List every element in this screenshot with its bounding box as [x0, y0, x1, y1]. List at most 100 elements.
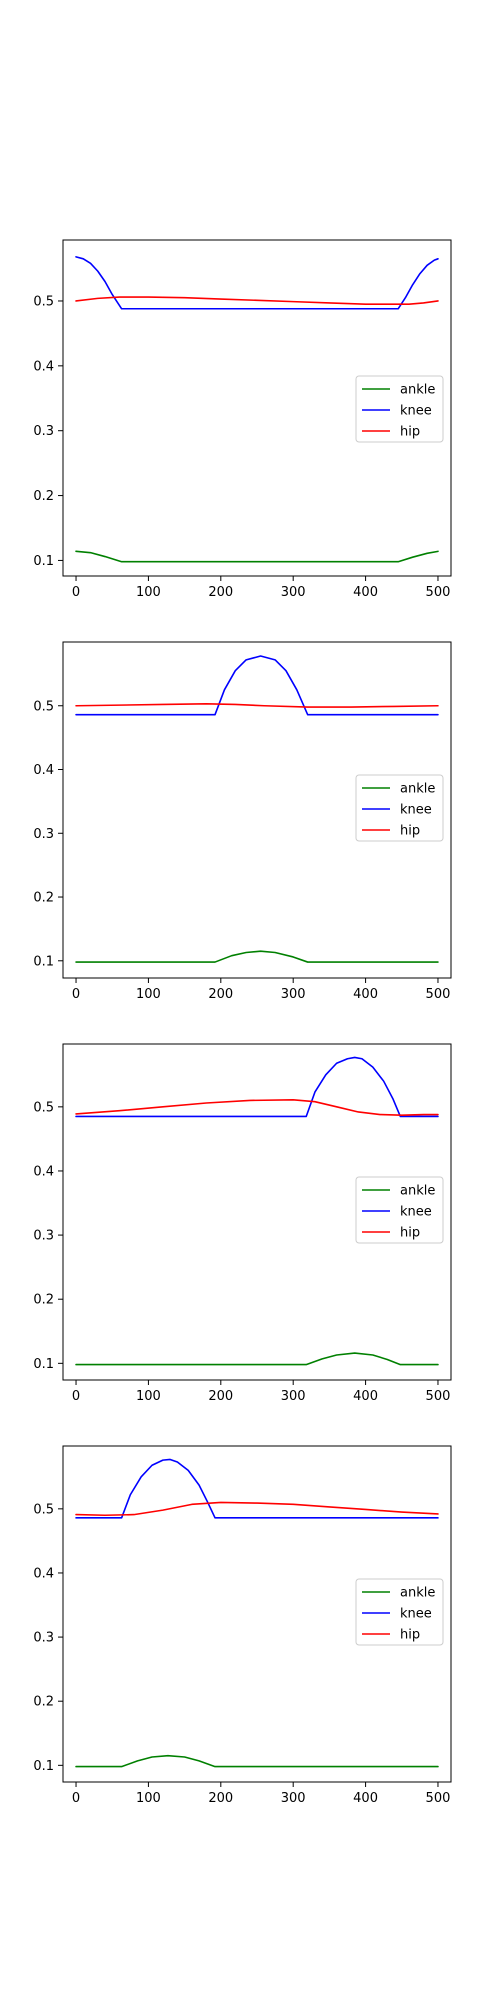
x-tick-label: 100 [136, 987, 161, 1002]
y-tick-label: 0.3 [33, 1631, 54, 1646]
legend: ankle knee hip [355, 1176, 444, 1244]
y-tick-label: 0.3 [33, 827, 54, 842]
legend-entry-hip: hip [362, 824, 420, 839]
x-tick-label: 400 [353, 585, 378, 600]
x-tick-label: 0 [72, 1791, 80, 1806]
y-tick-label: 0.3 [33, 424, 54, 439]
legend-entry-ankle: ankle [362, 1586, 435, 1601]
x-tick-label: 200 [208, 987, 233, 1002]
plot-lines [75, 256, 439, 563]
y-tick-label: 0.4 [33, 359, 54, 374]
legend-label-ankle: ankle [400, 782, 435, 797]
plot-lines [75, 1056, 439, 1366]
subplot-3: 0 100 200 300 400 500 0.1 0.2 0.3 0.4 0.5 ankle kn… [33, 1043, 452, 1404]
series-line-knee [75, 1458, 439, 1519]
x-tick-label: 200 [208, 1791, 233, 1806]
y-tick-label: 0.5 [33, 699, 54, 714]
y-tick-label: 0.5 [33, 294, 54, 309]
axes: 0 100 200 300 400 500 0.1 0.2 0.3 0.4 0.5 [33, 699, 450, 1002]
legend-entry-hip: hip [362, 1226, 420, 1241]
series-line-knee [75, 1056, 439, 1118]
y-tick-label: 0.1 [33, 1357, 54, 1372]
legend-label-hip: hip [400, 1628, 420, 1643]
axes: 0 100 200 300 400 500 0.1 0.2 0.3 0.4 0.5 [33, 1502, 450, 1806]
x-tick-label: 500 [426, 1791, 451, 1806]
series-line-ankle [75, 1754, 439, 1768]
y-tick-label: 0.4 [33, 763, 54, 778]
series-line-hip [75, 1098, 439, 1116]
series-line-ankle [75, 1352, 439, 1366]
x-tick-label: 100 [136, 1389, 161, 1404]
plot-frame [62, 641, 452, 979]
plot-frame [62, 1445, 452, 1783]
x-tick-label: 0 [72, 987, 80, 1002]
series-line-ankle [75, 550, 439, 563]
series-line-hip [75, 1501, 439, 1517]
legend-entry-ankle: ankle [362, 383, 435, 398]
legend: ankle knee hip [355, 375, 444, 443]
y-tick-label: 0.4 [33, 1164, 54, 1179]
axes: 0 100 200 300 400 500 0.1 0.2 0.3 0.4 0.5 [33, 294, 450, 600]
series-line-hip [75, 296, 439, 306]
legend: ankle knee hip [355, 1578, 444, 1646]
legend-label-knee: knee [400, 1607, 432, 1622]
legend-label-hip: hip [400, 1226, 420, 1241]
subplot-4: 0 100 200 300 400 500 0.1 0.2 0.3 0.4 0.5 ankle kn… [33, 1445, 452, 1806]
x-tick-label: 400 [353, 1389, 378, 1404]
legend-entry-hip: hip [362, 425, 420, 440]
plot-lines [75, 655, 439, 963]
series-line-knee [75, 655, 439, 716]
x-tick-label: 300 [281, 987, 306, 1002]
legend-label-knee: knee [400, 1205, 432, 1220]
x-tick-label: 500 [426, 585, 451, 600]
x-tick-label: 200 [208, 1389, 233, 1404]
x-tick-label: 100 [136, 1791, 161, 1806]
plot-lines [75, 1458, 439, 1768]
legend-label-hip: hip [400, 425, 420, 440]
x-tick-label: 300 [281, 1389, 306, 1404]
y-tick-label: 0.2 [33, 891, 54, 906]
x-tick-label: 300 [281, 1791, 306, 1806]
y-tick-label: 0.1 [33, 954, 54, 969]
legend-label-ankle: ankle [400, 383, 435, 398]
x-tick-label: 500 [426, 987, 451, 1002]
x-tick-label: 0 [72, 585, 80, 600]
series-line-hip [75, 703, 439, 708]
legend-box [355, 375, 444, 443]
y-tick-label: 0.1 [33, 1759, 54, 1774]
legend-box [355, 1176, 444, 1244]
plot-frame [62, 1043, 452, 1381]
legend-label-hip: hip [400, 824, 420, 839]
series-line-knee [75, 256, 439, 310]
x-tick-label: 500 [426, 1389, 451, 1404]
x-tick-label: 400 [353, 987, 378, 1002]
y-tick-label: 0.5 [33, 1502, 54, 1517]
legend: ankle knee hip [355, 774, 444, 842]
subplot-2: 0 100 200 300 400 500 0.1 0.2 0.3 0.4 0.5 ankle kn… [33, 641, 452, 1002]
x-tick-label: 100 [136, 585, 161, 600]
x-tick-label: 300 [281, 585, 306, 600]
x-tick-label: 400 [353, 1791, 378, 1806]
legend-box [355, 774, 444, 842]
legend-entry-ankle: ankle [362, 782, 435, 797]
legend-label-ankle: ankle [400, 1184, 435, 1199]
legend-label-knee: knee [400, 803, 432, 818]
legend-entry-knee: knee [362, 1607, 432, 1622]
series-line-ankle [75, 950, 439, 963]
legend-entry-knee: knee [362, 404, 432, 419]
legend-entry-knee: knee [362, 803, 432, 818]
legend-entry-knee: knee [362, 1205, 432, 1220]
legend-label-knee: knee [400, 404, 432, 419]
y-tick-label: 0.5 [33, 1100, 54, 1115]
legend-box [355, 1578, 444, 1646]
x-tick-label: 0 [72, 1389, 80, 1404]
y-tick-label: 0.4 [33, 1566, 54, 1581]
subplot-1: 0 100 200 300 400 500 0.1 0.2 0.3 0.4 0.5 ankle kn… [33, 239, 452, 600]
y-tick-label: 0.3 [33, 1229, 54, 1244]
legend-entry-ankle: ankle [362, 1184, 435, 1199]
x-tick-label: 200 [208, 585, 233, 600]
legend-label-ankle: ankle [400, 1586, 435, 1601]
y-tick-label: 0.1 [33, 554, 54, 569]
